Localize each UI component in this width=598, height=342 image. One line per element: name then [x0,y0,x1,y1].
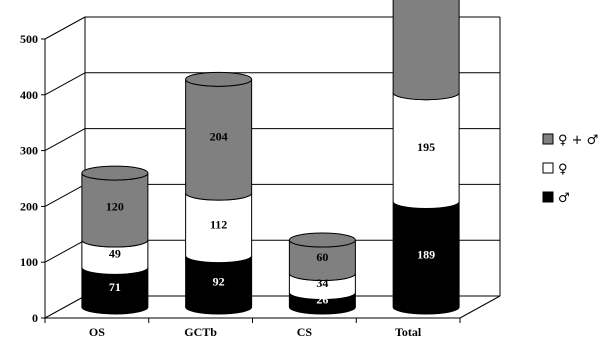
gridline-depth [44,295,86,319]
legend-label: ♀ + ♂ [558,133,598,148]
bar-stack-cs [288,232,356,315]
data-label: 34 [316,276,328,290]
bar-stack-gctb [185,71,253,315]
y-tick-labels: 0 100 200 300 400 500 [20,32,38,325]
gridline-depth [44,16,86,40]
legend-swatch [542,133,554,145]
y-tick-label: 0 [32,311,38,325]
data-label: 49 [109,247,121,261]
bar-top-cap [185,71,253,87]
gridline-depth [44,128,86,152]
legend-label: ♀ [558,162,568,177]
category-label: GCTb [184,325,217,339]
bar-top-cap [81,165,149,181]
category-label: CS [297,325,313,339]
category-labels: OS GCTb CS Total [89,325,422,339]
data-label: 92 [213,274,225,288]
gridline-depth [44,183,86,207]
data-labels: 714912092112204263460189195384 [106,129,435,307]
data-label: 26 [316,293,328,307]
floor-right [459,295,501,319]
y-tick-label: 200 [20,199,38,213]
legend-swatch [542,162,554,174]
data-label: 60 [316,250,328,264]
legend-swatch [542,191,554,203]
y-tick-label: 300 [20,144,38,158]
data-label: 120 [106,200,124,214]
legend: ♀ + ♂ ♀ ♂ [542,133,598,206]
bar-top-cap [288,232,356,248]
bar-segment [392,0,460,101]
bar-stack-os [81,165,149,315]
legend-label: ♂ [558,191,570,206]
data-label: 71 [109,280,121,294]
data-label: 195 [417,140,435,154]
gridline-depth [44,239,86,263]
category-label: OS [89,325,105,339]
data-label: 112 [210,217,227,231]
category-label: Total [395,325,422,339]
data-label: 204 [210,129,228,143]
data-label: 189 [417,247,435,261]
bar-stack-total [392,0,460,315]
y-tick-label: 400 [20,88,38,102]
y-tick-label: 500 [20,32,38,46]
y-tick-label: 100 [20,255,38,269]
gridline-depth [44,72,86,96]
bars [81,0,460,315]
